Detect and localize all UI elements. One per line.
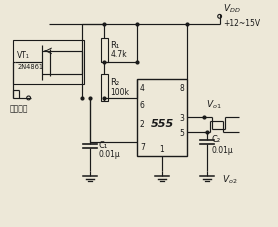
Text: 7: 7 bbox=[140, 143, 145, 152]
Text: 1: 1 bbox=[160, 144, 164, 153]
Bar bbox=[101, 75, 108, 101]
Text: R₁: R₁ bbox=[110, 40, 120, 49]
Bar bbox=[137, 79, 187, 156]
Text: C₂: C₂ bbox=[211, 134, 220, 143]
Text: 5: 5 bbox=[179, 128, 184, 137]
Text: $V_{DD}$: $V_{DD}$ bbox=[224, 3, 241, 15]
Text: 4.7k: 4.7k bbox=[110, 50, 127, 59]
Text: 触发信号: 触发信号 bbox=[9, 104, 28, 113]
Text: 3: 3 bbox=[179, 113, 184, 122]
Text: 2N4861: 2N4861 bbox=[17, 64, 43, 70]
Text: VT₁: VT₁ bbox=[17, 51, 30, 60]
Text: 0.01μ: 0.01μ bbox=[211, 146, 233, 155]
Text: $V_{o2}$: $V_{o2}$ bbox=[222, 173, 237, 185]
Text: 6: 6 bbox=[140, 101, 145, 110]
Bar bbox=[13, 41, 84, 85]
Text: 555: 555 bbox=[150, 118, 174, 128]
Text: C₁: C₁ bbox=[99, 140, 108, 149]
Text: 4: 4 bbox=[140, 84, 145, 92]
Text: 100k: 100k bbox=[110, 87, 129, 96]
Text: +12~15V: +12~15V bbox=[224, 19, 260, 28]
Text: $V_{o1}$: $V_{o1}$ bbox=[206, 99, 222, 111]
Bar bbox=[101, 39, 108, 63]
Text: 8: 8 bbox=[179, 84, 184, 92]
Text: 0.01μ: 0.01μ bbox=[99, 149, 120, 158]
Text: 2: 2 bbox=[140, 120, 145, 129]
Text: R₂: R₂ bbox=[110, 78, 119, 87]
